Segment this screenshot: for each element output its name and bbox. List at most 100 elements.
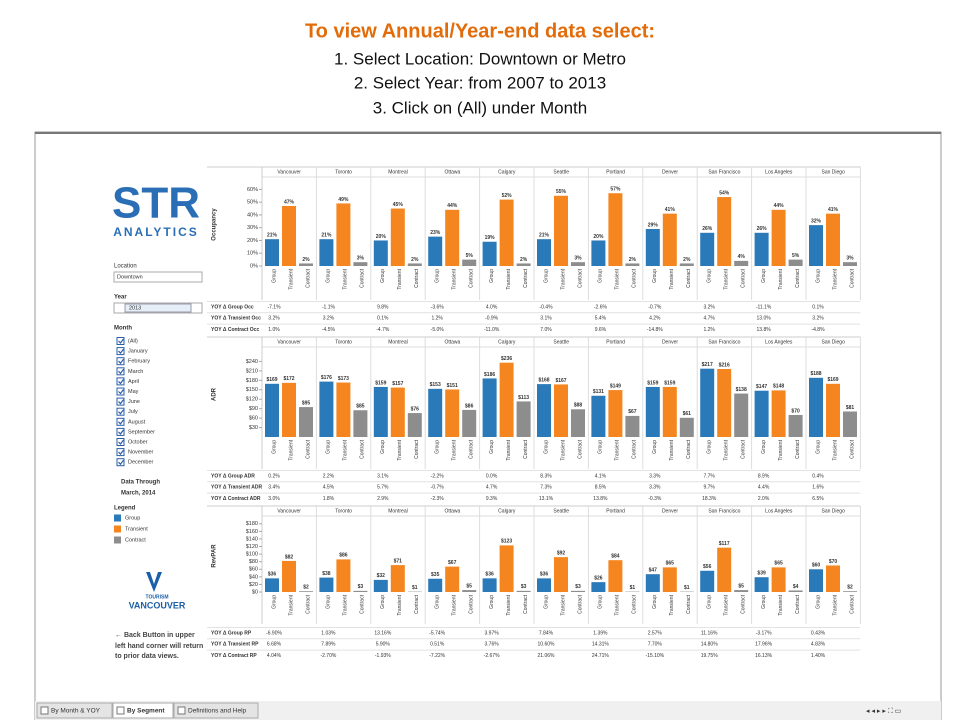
- tab[interactable]: [112, 702, 174, 719]
- month-checkbox[interactable]: [116, 367, 125, 376]
- month-option: January: [128, 349, 148, 355]
- value-label: $38: [322, 571, 331, 577]
- value-label: $151: [447, 383, 458, 389]
- value-label: $1: [630, 585, 636, 591]
- yoy-value: 0.1%: [812, 304, 824, 310]
- yoy-value: 4.04%: [267, 653, 282, 659]
- bar: [700, 232, 715, 266]
- bar: [679, 263, 694, 266]
- yoy-value: 24.71%: [592, 653, 610, 659]
- yoy-value: 4.0%: [486, 304, 498, 310]
- segment-label: Group: [435, 595, 441, 609]
- segment-label: Group: [271, 269, 277, 283]
- yoy-value: 19.75%: [701, 653, 719, 659]
- tab[interactable]: [36, 702, 113, 719]
- value-label: $82: [285, 554, 294, 560]
- yoy-value: 7.0%: [540, 327, 552, 333]
- month-checkbox[interactable]: [116, 407, 125, 416]
- value-label: $2: [303, 585, 309, 591]
- partner-logo: TOURISM: [146, 594, 169, 600]
- segment-label: Transient: [778, 439, 784, 460]
- bar: [445, 209, 460, 266]
- bar: [390, 387, 405, 437]
- tab-label: By Month & YOY: [51, 708, 101, 715]
- bar: [754, 390, 769, 437]
- check: [118, 449, 124, 456]
- year-slider[interactable]: [124, 303, 192, 313]
- yoy-value: 8.3%: [540, 473, 552, 479]
- value-label: $153: [430, 382, 441, 388]
- yoy-value: 5.90%: [376, 642, 391, 648]
- yoy-value: 1.03%: [321, 630, 336, 636]
- city-header: Ottawa: [444, 339, 460, 345]
- yoy-value: -11.0%: [484, 327, 500, 333]
- city-header: Montreal: [388, 169, 407, 175]
- month-checkbox[interactable]: [116, 377, 125, 386]
- month-checkbox[interactable]: [116, 387, 125, 396]
- value-label: $67: [448, 560, 457, 566]
- bar: [591, 240, 606, 266]
- month-checkbox[interactable]: [116, 427, 125, 436]
- value-label: $76: [411, 406, 420, 412]
- yoy-value: 3.97%: [485, 630, 500, 636]
- segment-label: Contract: [523, 268, 529, 288]
- check: [118, 368, 124, 375]
- segment-label: Contract: [469, 439, 475, 459]
- segment-label: Transient: [669, 268, 675, 289]
- nav-icons[interactable]: ◂ ◂ ▸ ▸ ⛶ ▭: [866, 707, 901, 715]
- month-checkbox[interactable]: [116, 357, 125, 366]
- y-tick-label: 0%: [250, 263, 258, 269]
- month-checkbox[interactable]: [116, 417, 125, 426]
- bar: [265, 239, 279, 266]
- value-label: $71: [394, 558, 403, 564]
- yoy-value: 7.70%: [648, 642, 663, 648]
- month-checkbox[interactable]: [116, 397, 125, 406]
- value-label: $4: [793, 584, 799, 590]
- value-label: $131: [593, 389, 604, 395]
- value-label: $173: [338, 376, 349, 382]
- segment-label: Group: [598, 595, 604, 609]
- bar: [645, 228, 660, 266]
- y-axis-title: Occupancy: [212, 208, 218, 241]
- check: [118, 399, 124, 405]
- bar: [353, 410, 368, 437]
- segment-label: Transient: [560, 268, 566, 289]
- value-label: $26: [594, 575, 603, 581]
- city-header: Calgary: [498, 339, 516, 345]
- data-through-label: Data Through: [121, 480, 160, 486]
- yoy-value: -0.7%: [648, 304, 662, 310]
- check: [118, 379, 124, 385]
- segment-label: Contract: [686, 268, 692, 288]
- segment-label: Group: [271, 595, 277, 609]
- yoy-value: 1.40%: [811, 653, 826, 659]
- yoy-value: 0.51%: [430, 642, 445, 648]
- month-checkbox[interactable]: [116, 448, 125, 457]
- segment-label: Group: [380, 269, 386, 283]
- yoy-value: 13.1%: [539, 496, 554, 502]
- month-checkbox[interactable]: [116, 438, 125, 446]
- yoy-value: -2.67%: [484, 653, 500, 659]
- instruction-step: 1. Select Location: Downtown or Metro: [334, 49, 626, 68]
- segment-label: Transient: [506, 439, 512, 460]
- y-tick-label: 60%: [247, 187, 258, 193]
- value-label: 2%: [302, 257, 310, 263]
- bar: [265, 578, 279, 592]
- value-label: $81: [846, 405, 855, 411]
- segment-label: Contract: [741, 594, 747, 614]
- yoy-value: 3.4%: [268, 485, 280, 491]
- data-through-value: March, 2014: [121, 491, 156, 497]
- location-dropdown[interactable]: [113, 271, 203, 283]
- month-option: August: [128, 419, 146, 425]
- logo-sub: ANALYTICS: [113, 225, 199, 239]
- yoy-value: 21.06%: [538, 653, 556, 659]
- segment-label: Transient: [397, 439, 403, 460]
- tab[interactable]: [173, 702, 259, 719]
- month-checkbox[interactable]: [116, 337, 125, 345]
- yoy-value: 1.39%: [593, 630, 608, 636]
- bar: [537, 239, 551, 266]
- month-checkbox[interactable]: [116, 458, 125, 467]
- segment-label: Group: [435, 440, 441, 454]
- month-checkbox[interactable]: [116, 347, 125, 356]
- bar: [282, 205, 296, 266]
